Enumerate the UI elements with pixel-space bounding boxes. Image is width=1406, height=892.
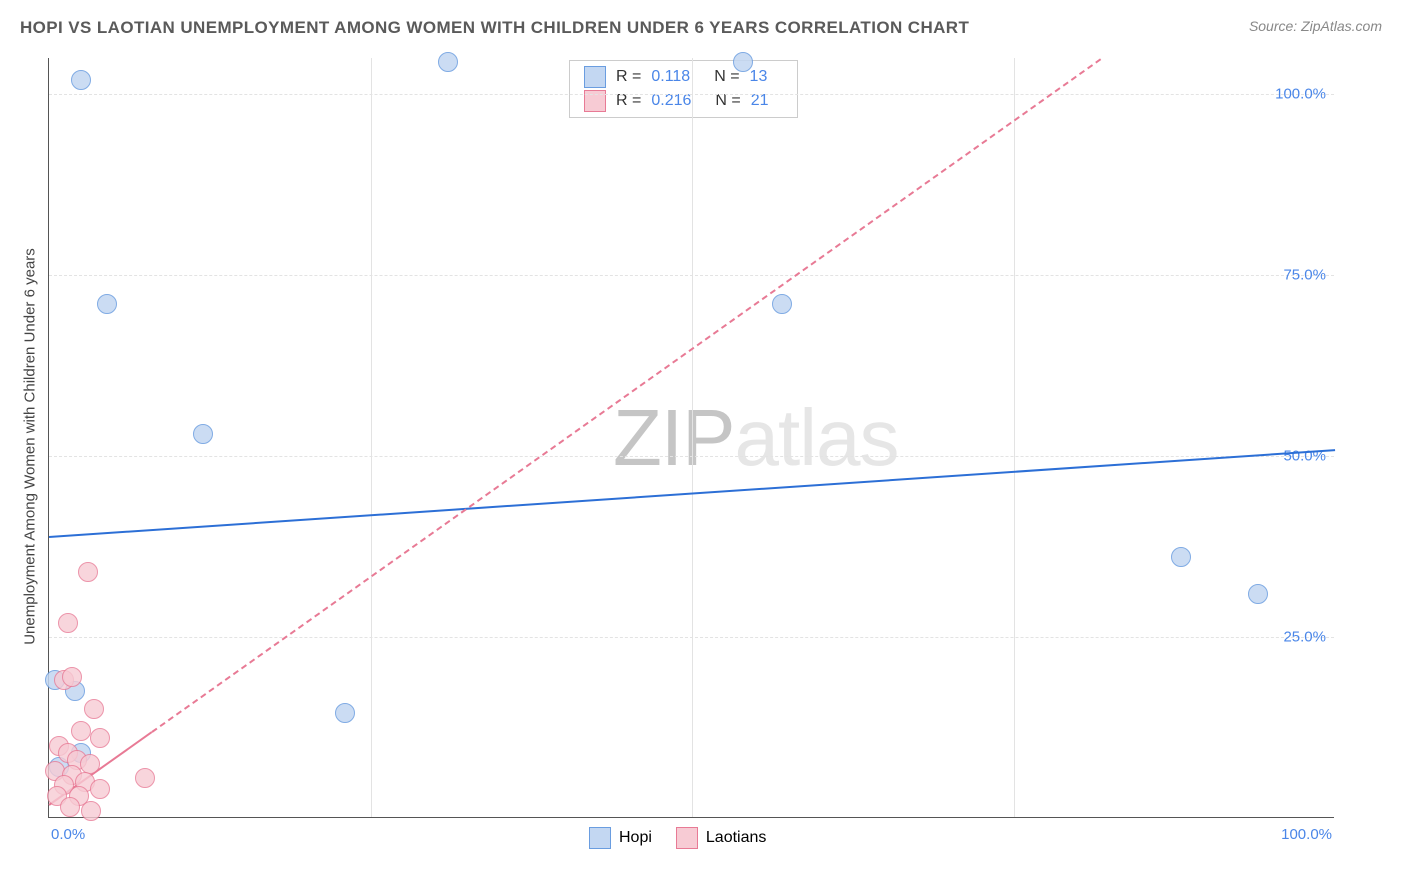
scatter-point (772, 294, 792, 314)
legend-label: Hopi (619, 829, 652, 847)
grid-line-vertical (692, 58, 693, 817)
chart-container: Unemployment Among Women with Children U… (48, 58, 1388, 818)
legend-item: Hopi (589, 827, 652, 849)
y-axis-label: Unemployment Among Women with Children U… (22, 248, 39, 645)
y-tick-label: 25.0% (1283, 629, 1326, 646)
r-value: 0.118 (651, 68, 690, 86)
x-tick-label: 100.0% (1281, 826, 1332, 843)
legend-swatch (589, 827, 611, 849)
watermark-part1: ZIP (613, 393, 734, 482)
scatter-point (90, 728, 110, 748)
scatter-point (193, 424, 213, 444)
watermark-part2: atlas (734, 393, 898, 482)
trend-line (151, 58, 1101, 732)
scatter-point (62, 667, 82, 687)
legend-item: Laotians (676, 827, 767, 849)
legend-label: Laotians (706, 829, 767, 847)
grid-line-vertical (1014, 58, 1015, 817)
scatter-point (84, 699, 104, 719)
y-tick-label: 100.0% (1275, 86, 1326, 103)
plot-area: ZIPatlas R =0.118N =13R =0.216N =21 Hopi… (48, 58, 1334, 818)
n-value: 13 (750, 68, 768, 86)
scatter-point (71, 70, 91, 90)
stats-legend-row: R =0.216N =21 (584, 89, 783, 113)
scatter-point (1171, 547, 1191, 567)
y-tick-label: 75.0% (1283, 267, 1326, 284)
watermark: ZIPatlas (613, 392, 898, 484)
scatter-point (1248, 584, 1268, 604)
chart-source: Source: ZipAtlas.com (1249, 18, 1382, 34)
scatter-point (733, 52, 753, 72)
scatter-point (97, 294, 117, 314)
n-label: N = (714, 68, 739, 86)
scatter-point (60, 797, 80, 817)
scatter-point (135, 768, 155, 788)
scatter-point (71, 721, 91, 741)
grid-line-vertical (371, 58, 372, 817)
chart-header: HOPI VS LAOTIAN UNEMPLOYMENT AMONG WOMEN… (0, 0, 1406, 48)
stats-legend: R = 0.118 N = 13 R =0.216N =21 (569, 60, 798, 118)
legend-swatch (584, 66, 606, 88)
legend-swatch (676, 827, 698, 849)
scatter-point (58, 613, 78, 633)
x-tick-label: 0.0% (51, 826, 85, 843)
chart-title: HOPI VS LAOTIAN UNEMPLOYMENT AMONG WOMEN… (20, 18, 969, 38)
scatter-point (81, 801, 101, 821)
stats-legend-row: R = 0.118 N = 13 (584, 65, 783, 89)
series-legend: Hopi Laotians (589, 827, 766, 849)
scatter-point (335, 703, 355, 723)
scatter-point (90, 779, 110, 799)
scatter-point (78, 562, 98, 582)
scatter-point (438, 52, 458, 72)
r-label: R = (616, 68, 641, 86)
scatter-point (80, 754, 100, 774)
